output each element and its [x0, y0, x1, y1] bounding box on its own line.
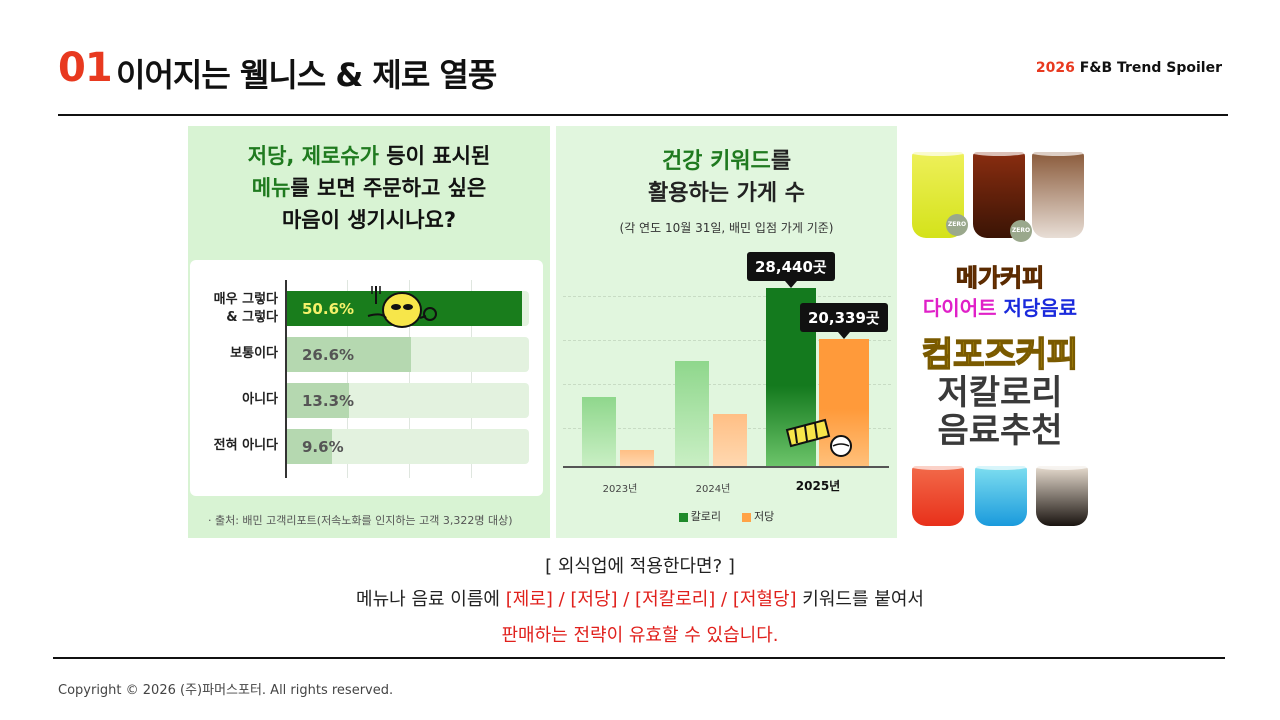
drink-cup-image: [1033, 462, 1091, 526]
survey-bar-value: 9.6%: [302, 438, 344, 456]
chart-value-callout: 20,339곳: [800, 303, 888, 339]
chart-bar-calorie: [675, 361, 709, 466]
promo-lowsugar-text: 저당음료: [1003, 296, 1078, 320]
promo-lowcal-text: 저칼로리: [937, 373, 1063, 413]
report-tag: 2026 F&B Trend Spoiler: [1036, 60, 1222, 76]
application-heading: [ 외식업에 적용한다면? ]: [545, 556, 735, 577]
application-text: 메뉴나 음료 이름에 [제로] / [저당] / [저칼로리] / [저혈당] …: [0, 585, 1280, 611]
chart-bar-lowsugar: [620, 450, 654, 466]
drink-cup-image: [1029, 148, 1087, 238]
gridline: [563, 296, 891, 297]
promo-diet-drink: 다이어트 저당음료: [910, 292, 1090, 321]
survey-row-label-line: 전혀 아니다: [213, 438, 278, 453]
section-number: 01: [58, 45, 113, 91]
promo-recommend-text: 음료추천: [937, 411, 1063, 451]
chart-baseline: [563, 466, 889, 468]
gridline: [471, 280, 472, 478]
chart-x-tick-label: 2025년: [795, 479, 841, 493]
promo-brand-mega: 메가커피: [955, 264, 1045, 293]
survey-bar: [287, 337, 411, 372]
survey-row-label: 아니다: [186, 391, 278, 409]
survey-question: 저당, 제로슈가 등이 표시된 메뉴를 보면 주문하고 싶은 마음이 생기시나요…: [188, 140, 550, 236]
gridline: [409, 280, 410, 478]
chart-value-callout: 28,440곳: [747, 252, 835, 288]
survey-question-text-1: 등이 표시된: [378, 144, 491, 168]
survey-bar-value: 13.3%: [302, 392, 355, 410]
survey-axis: [285, 280, 287, 478]
survey-row-label: 전혀 아니다: [186, 437, 278, 455]
chart-x-tick-label: 2024년: [695, 484, 731, 495]
survey-row-label-line: 보통이다: [230, 346, 278, 361]
application-text-prefix: 메뉴나 음료 이름에: [356, 589, 506, 610]
gridline: [563, 340, 891, 341]
chart-bar-calorie: [582, 397, 616, 466]
application-keywords: [제로] / [저당] / [저칼로리] / [저혈당]: [505, 589, 797, 610]
zero-badge: ZERO: [946, 214, 968, 236]
gridline: [563, 384, 891, 385]
survey-row-label: 보통이다: [186, 345, 278, 363]
survey-row-label-line: & 그렇다: [226, 310, 278, 325]
survey-question-highlight-1: 저당, 제로슈가: [247, 144, 379, 168]
survey-bar-value: 26.6%: [302, 346, 355, 364]
survey-row-label-line: 아니다: [242, 392, 278, 407]
chart-title-text-1: 를: [770, 149, 792, 174]
promo-diet-text: 다이어트: [922, 296, 997, 320]
survey-question-text-3: 마음이 생기시나요?: [281, 208, 457, 232]
survey-bar-value: 50.6%: [302, 300, 355, 318]
legend-label-calorie: 칼로리: [690, 510, 722, 523]
legend-swatch-lowsugar: [742, 512, 752, 522]
chart-title-text-2: 활용하는 가게 수: [648, 181, 805, 206]
header-divider: [58, 114, 1228, 116]
chart-legend: 칼로리 저당: [556, 508, 897, 524]
gridline: [347, 280, 348, 478]
legend-label-lowsugar: 저당: [754, 510, 775, 523]
mascot-illustration: [367, 286, 437, 328]
drink-cup-image: [972, 462, 1030, 526]
survey-bar: [287, 429, 332, 464]
survey-row-label-line: 매우 그렇다: [213, 292, 278, 307]
chart-bar-lowsugar: [713, 414, 747, 466]
report-tag-text: F&B Trend Spoiler: [1079, 60, 1222, 76]
application-text-suffix: 키워드를 붙여서: [796, 589, 924, 610]
footer-divider: [53, 657, 1225, 659]
store-illustration: [785, 418, 852, 457]
report-tag-year: 2026: [1035, 60, 1075, 76]
chart-title: 건강 키워드를 활용하는 가게 수: [556, 146, 897, 210]
legend-swatch-calorie: [678, 512, 688, 522]
survey-bar: [287, 383, 349, 418]
promo-compose: 컴포즈커피 저칼로리 음료추천: [910, 335, 1090, 451]
drink-cup-image: [909, 462, 967, 526]
zero-badge: ZERO: [1010, 220, 1032, 242]
survey-source: · 출처: 배민 고객리포트(저속노화를 인지하는 고객 3,322명 대상): [208, 514, 513, 527]
application-conclusion: 판매하는 전략이 유효할 수 있습니다.: [501, 625, 779, 646]
chart-x-tick-label: 2023년: [602, 484, 638, 495]
chart-subtitle: (각 연도 10월 31일, 배민 입점 가게 기준): [619, 221, 834, 235]
copyright: Copyright © 2026 (주)파머스포터. All rights re…: [58, 683, 394, 698]
survey-row-label: 매우 그렇다 & 그렇다: [186, 291, 278, 327]
chart-title-highlight: 건강 키워드: [661, 149, 771, 174]
survey-question-highlight-2: 메뉴: [251, 176, 291, 200]
survey-question-text-2: 를 보면 주문하고 싶은: [290, 176, 487, 200]
page-title: 이어지는 웰니스 & 제로 열풍: [116, 56, 497, 94]
promo-brand-compose: 컴포즈커피: [921, 335, 1079, 375]
